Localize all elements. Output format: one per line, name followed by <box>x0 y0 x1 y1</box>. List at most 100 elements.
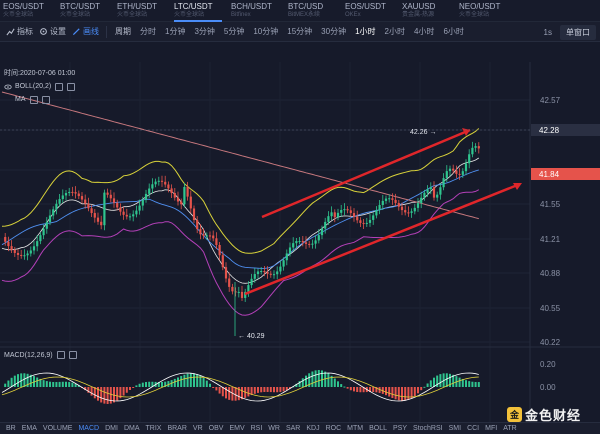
period-option[interactable]: 1小时 <box>355 27 376 36</box>
settings-button[interactable]: 设置 <box>39 26 66 37</box>
indicator-tab[interactable]: DMA <box>123 425 140 432</box>
indicator-tab[interactable]: BRAR <box>167 425 187 432</box>
one-second-button[interactable]: 1s <box>543 28 552 37</box>
macd-settings-button[interactable] <box>56 351 65 359</box>
macd-bar <box>295 383 298 387</box>
macd-bar <box>397 387 400 401</box>
macd-bar <box>209 383 211 387</box>
indicator-tab[interactable]: PSY <box>393 425 408 432</box>
price-axis: 42.5741.5541.2140.8840.5540.22+42.2841.8… <box>0 96 600 392</box>
candle-body <box>295 241 298 244</box>
period-option[interactable]: 1分钟 <box>165 27 186 36</box>
candle-body <box>116 202 119 208</box>
candle-body <box>93 213 96 218</box>
candle-body <box>356 216 359 221</box>
indicator-tab[interactable]: KDJ <box>306 425 320 432</box>
macd-bar <box>474 382 477 387</box>
macd-bar <box>461 378 464 387</box>
macd-bar <box>401 387 403 401</box>
indicator-tab[interactable]: ATR <box>503 425 517 432</box>
market-tab[interactable]: EOS/USDT OKEx <box>342 0 399 21</box>
market-tab[interactable]: BTC/USD BitMEX永续 <box>285 0 342 21</box>
indicator-tab[interactable]: BR <box>6 425 16 432</box>
period-option[interactable]: 10分钟 <box>253 27 279 36</box>
indicator-tab[interactable]: MFI <box>485 425 498 432</box>
indicator-tab[interactable]: RSI <box>250 425 263 432</box>
boll-close-button[interactable] <box>67 82 76 91</box>
macd-bar <box>225 387 227 399</box>
indicator-tab[interactable]: MTM <box>347 425 364 432</box>
indicator-tab[interactable]: VOLUME <box>42 425 73 432</box>
macd-bar <box>311 371 314 387</box>
macd-bar <box>433 377 435 387</box>
indicator-tab[interactable]: DMI <box>105 425 118 432</box>
macd-bar <box>349 387 352 391</box>
market-tab[interactable]: BCH/USDT Bitfinex <box>228 0 285 21</box>
candle-body <box>420 197 423 204</box>
market-tab-symbol: BCH/USDT <box>231 2 272 11</box>
grid <box>0 62 600 422</box>
macd-info: MACD(12,26,9) <box>4 351 77 359</box>
candle-body <box>426 189 429 193</box>
indicator-tab[interactable]: EMA <box>21 425 37 432</box>
market-tab[interactable]: XAUUSD 贵金属-热源 <box>399 0 456 21</box>
indicator-tab[interactable]: ROC <box>325 425 342 432</box>
period-option[interactable]: 15分钟 <box>287 27 313 36</box>
draw-line-button[interactable]: 画线 <box>72 26 99 37</box>
period-option[interactable]: 3分钟 <box>194 27 215 36</box>
market-tab[interactable]: BTC/USDT 火币全球站 <box>57 0 114 21</box>
market-tab[interactable]: LTC/USDT 火币全球站 <box>171 0 228 22</box>
market-tab[interactable]: NEO/USDT 火币全球站 <box>456 0 513 21</box>
macd-bar <box>266 387 269 392</box>
indicator-tab[interactable]: CCI <box>467 425 480 432</box>
period-option[interactable]: 6小时 <box>443 27 464 36</box>
candle-body <box>349 210 352 214</box>
indicator-tab[interactable]: StochRSI <box>413 425 443 432</box>
candle-body <box>135 210 138 215</box>
candle-body <box>68 191 71 194</box>
macd-bar <box>317 370 320 387</box>
macd-bar <box>202 377 205 387</box>
candle-body <box>397 202 400 207</box>
market-tab[interactable]: EOS/USDT 火币全球站 <box>0 0 57 21</box>
toolbar-right: 1s 单窗口 <box>544 25 596 40</box>
macd-close-button[interactable] <box>68 351 77 359</box>
period-option[interactable]: 4小时 <box>413 27 435 36</box>
macd-bar <box>410 387 413 399</box>
candle-body <box>202 234 205 236</box>
chart-area[interactable]: 42.5741.5541.2140.8840.5540.22+42.2841.8… <box>0 42 600 422</box>
candle-body <box>301 240 304 243</box>
indicator-tab[interactable]: SAR <box>285 425 301 432</box>
indicator-tab[interactable]: MACD <box>78 425 100 432</box>
macd-bar <box>417 387 419 394</box>
period-option[interactable]: 30分钟 <box>321 27 347 36</box>
candle-body <box>468 154 471 164</box>
ma-close-button[interactable] <box>41 95 50 104</box>
candle-body <box>413 207 416 212</box>
macd-bar <box>362 387 365 393</box>
indicator-tab[interactable]: WR <box>268 425 280 432</box>
single-window-select[interactable]: 单窗口 <box>560 25 596 40</box>
boll-settings-button[interactable] <box>55 82 64 91</box>
indicator-tab[interactable]: TRIX <box>145 425 162 432</box>
market-tab[interactable]: ETH/USDT 火币全球站 <box>114 0 171 21</box>
indicator-tab[interactable]: EMV <box>229 425 245 432</box>
eye-icon[interactable] <box>4 83 12 91</box>
period-option[interactable]: 2小时 <box>384 27 405 36</box>
period-option[interactable]: 5分钟 <box>223 27 245 36</box>
macd-bar <box>145 382 147 387</box>
candle-body <box>10 246 13 250</box>
candlestick-chart[interactable]: 42.5741.5541.2140.8840.5540.22+42.2841.8… <box>0 42 600 422</box>
candle-body <box>279 266 282 272</box>
macd-bar <box>263 387 266 392</box>
indicator-button[interactable]: 指标 <box>6 26 33 37</box>
indicator-tab[interactable]: OBV <box>208 425 224 432</box>
period-option[interactable]: 分时 <box>140 27 156 36</box>
candle-body <box>13 249 16 253</box>
indicator-tab[interactable]: SMI <box>448 425 462 432</box>
ma-settings-button[interactable] <box>29 95 38 104</box>
candle-body <box>23 255 26 257</box>
macd-bar <box>177 377 179 387</box>
indicator-tab[interactable]: BOLL <box>369 425 388 432</box>
indicator-tab[interactable]: VR <box>192 425 203 432</box>
